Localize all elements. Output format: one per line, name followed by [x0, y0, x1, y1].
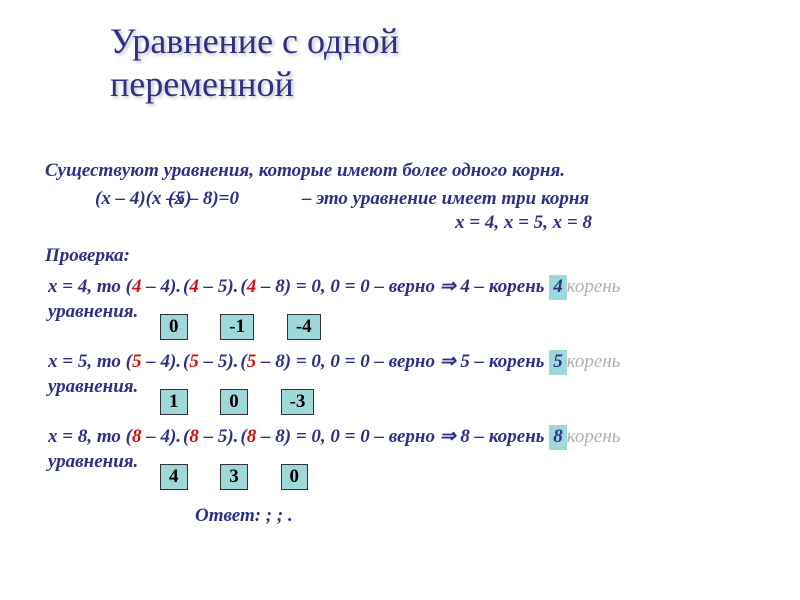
- box-2-1: 0: [220, 389, 248, 415]
- sub-2-1: 5: [132, 351, 142, 372]
- tail-2: = 0, 0 = 0 – верно ⇒ 5 – корень: [291, 351, 544, 372]
- x-value-3: 8: [78, 426, 88, 447]
- result-boxes-1: 0 -1 -4: [160, 314, 349, 340]
- intro-text: Существуют уравнения, которые имеют боле…: [45, 160, 565, 182]
- sub-1-1: 4: [132, 276, 142, 297]
- ghost-text-1: корень: [567, 276, 621, 297]
- ghost-text-3: корень: [567, 426, 621, 447]
- answer-line: Ответ: ; ; .: [195, 505, 293, 527]
- sub-1-2: 4: [189, 276, 199, 297]
- sub-2-3: 5: [247, 351, 257, 372]
- rootbox-3: 8: [549, 425, 567, 450]
- answer-label: Ответ:: [195, 505, 261, 526]
- tail-3: = 0, 0 = 0 – верно ⇒ 8 – корень: [291, 426, 544, 447]
- sub-1-3: 4: [247, 276, 257, 297]
- box-3-1: 3: [220, 464, 248, 490]
- sub-3-3: 8: [247, 426, 257, 447]
- title-line-2: переменной: [110, 64, 294, 104]
- result-boxes-3: 4 3 0: [160, 464, 336, 490]
- equation-note: – это уравнение имеет три корня: [302, 188, 589, 210]
- sub-3-1: 8: [132, 426, 142, 447]
- title-line-1: Уравнение с одной: [110, 21, 399, 61]
- box-1-2: -4: [287, 314, 321, 340]
- ghost-text-2: корень: [567, 351, 621, 372]
- sub-3-2: 8: [189, 426, 199, 447]
- note-text: это уравнение имеет три корня: [312, 188, 590, 209]
- box-1-0: 0: [160, 314, 188, 340]
- tail-1: = 0, 0 = 0 – верно ⇒ 4 – корень: [291, 276, 544, 297]
- answer-tail: ; ; .: [261, 505, 293, 526]
- box-3-0: 4: [160, 464, 188, 490]
- equation-part-2: (х – 8)=0: [168, 188, 239, 210]
- check-label: Проверка:: [45, 245, 130, 267]
- note-dash: –: [302, 188, 312, 209]
- rootbox-1: 4: [549, 275, 567, 300]
- result-boxes-2: 1 0 -3: [160, 389, 342, 415]
- box-3-2: 0: [281, 464, 309, 490]
- sub-2-2: 5: [189, 351, 199, 372]
- slide-title: Уравнение с одной переменной: [110, 20, 399, 106]
- x-value-2: 5: [78, 351, 88, 372]
- x-value-1: 4: [78, 276, 88, 297]
- box-1-1: -1: [220, 314, 254, 340]
- box-2-0: 1: [160, 389, 188, 415]
- slide: Уравнение с одной переменной Существуют …: [0, 0, 800, 600]
- roots-list: х = 4, х = 5, х = 8: [455, 212, 592, 234]
- box-2-2: -3: [281, 389, 315, 415]
- rootbox-2: 5: [549, 350, 567, 375]
